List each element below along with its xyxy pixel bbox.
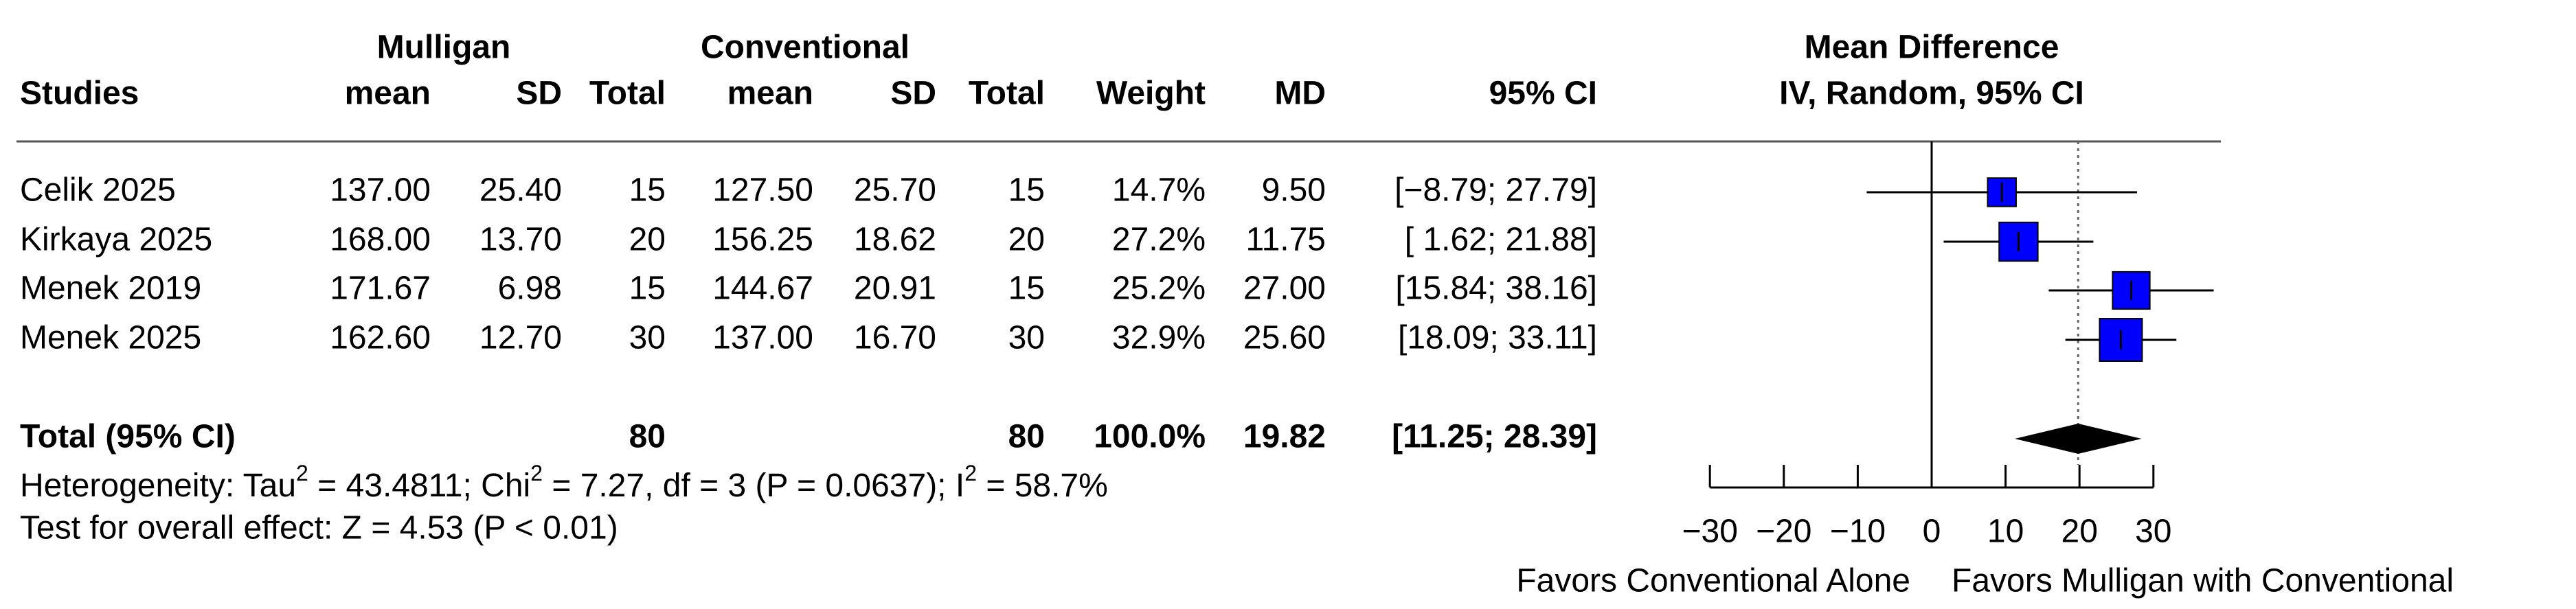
cell: 30 <box>1008 320 1045 356</box>
column-header: MD <box>1274 76 1326 112</box>
plot-subtitle: IV, Random, 95% CI <box>1779 76 2084 112</box>
ci-label: [18.09; 33.11] <box>1398 320 1597 356</box>
group-header: Mulligan <box>377 30 511 66</box>
cell: 20 <box>629 222 666 258</box>
cell: 12.70 <box>479 320 562 356</box>
column-header: Studies <box>20 76 139 112</box>
superscript: 2 <box>530 461 543 485</box>
cell: 15 <box>629 271 666 307</box>
favors-right: Favors Mulligan with Conventional <box>1952 563 2454 599</box>
cell: 13.70 <box>479 222 562 258</box>
cell: 144.67 <box>712 271 813 307</box>
md-label: 25.60 <box>1243 320 1326 356</box>
x-tick-label: 30 <box>2135 514 2171 550</box>
total-label: Total (95% CI) <box>20 419 236 455</box>
cell: 137.00 <box>330 172 431 209</box>
study-name: Menek 2019 <box>20 271 201 307</box>
total-md: 19.82 <box>1243 419 1326 455</box>
pooled-diamond <box>2015 424 2142 454</box>
column-header: mean <box>727 76 813 112</box>
ci-label: [ 1.62; 21.88] <box>1405 222 1597 258</box>
x-tick-label: 0 <box>1923 514 1941 550</box>
x-tick-label: −10 <box>1830 514 1886 550</box>
superscript: 2 <box>964 461 977 485</box>
cell: 127.50 <box>712 172 813 209</box>
weight-label: 14.7% <box>1112 172 1206 209</box>
cell: 25.70 <box>854 172 936 209</box>
overall-effect: Test for overall effect: Z = 4.53 (P < 0… <box>20 510 618 547</box>
heterogeneity-part: = 43.4811; Chi <box>308 468 530 504</box>
cell: 20 <box>1008 222 1045 258</box>
total-n: 80 <box>1008 419 1045 455</box>
md-label: 11.75 <box>1245 222 1326 258</box>
cell: 156.25 <box>712 222 813 258</box>
heterogeneity: Heterogeneity: Tau2 = 43.4811; Chi2 = 7.… <box>20 461 1108 503</box>
heterogeneity-part: Heterogeneity: Tau <box>20 468 296 504</box>
weight-label: 32.9% <box>1112 320 1206 356</box>
weight-label: 27.2% <box>1112 222 1206 258</box>
weight-label: 25.2% <box>1112 271 1206 307</box>
column-header: Total <box>589 76 666 112</box>
group-header: Conventional <box>701 30 909 66</box>
superscript: 2 <box>296 461 308 485</box>
cell: 168.00 <box>330 222 431 258</box>
x-tick-label: −30 <box>1682 514 1737 550</box>
heterogeneity-part: = 58.7% <box>977 468 1108 504</box>
x-tick-label: 10 <box>1987 514 2024 550</box>
total-weight: 100.0% <box>1094 419 1206 455</box>
heterogeneity-part: = 7.27, df = 3 (P = 0.0637); I <box>543 468 964 504</box>
cell: 30 <box>629 320 666 356</box>
cell: 162.60 <box>330 320 431 356</box>
plot-title: Mean Difference <box>1805 30 2059 66</box>
cell: 137.00 <box>712 320 813 356</box>
column-header: Total <box>969 76 1045 112</box>
cell: 20.91 <box>854 271 936 307</box>
study-name: Menek 2025 <box>20 320 201 356</box>
cell: 15 <box>1008 271 1045 307</box>
study-name: Celik 2025 <box>20 172 176 209</box>
cell: 16.70 <box>854 320 936 356</box>
column-header: 95% CI <box>1489 76 1597 112</box>
column-header: SD <box>516 76 562 112</box>
cell: 18.62 <box>854 222 936 258</box>
md-label: 27.00 <box>1243 271 1326 307</box>
ci-label: [−8.79; 27.79] <box>1394 172 1597 209</box>
ci-label: [15.84; 38.16] <box>1395 271 1597 307</box>
x-tick-label: −20 <box>1756 514 1811 550</box>
column-header: Weight <box>1096 76 1206 112</box>
column-header: mean <box>345 76 431 112</box>
study-name: Kirkaya 2025 <box>20 222 212 258</box>
cell: 15 <box>629 172 666 209</box>
total-ci: [11.25; 28.39] <box>1392 419 1597 455</box>
md-label: 9.50 <box>1262 172 1326 209</box>
total-n: 80 <box>629 419 666 455</box>
cell: 15 <box>1008 172 1045 209</box>
cell: 25.40 <box>479 172 562 209</box>
column-header: SD <box>890 76 936 112</box>
cell: 171.67 <box>330 271 431 307</box>
x-tick-label: 20 <box>2061 514 2098 550</box>
cell: 6.98 <box>498 271 562 307</box>
favors-left: Favors Conventional Alone <box>1516 563 1910 599</box>
study-square <box>1998 221 2039 262</box>
